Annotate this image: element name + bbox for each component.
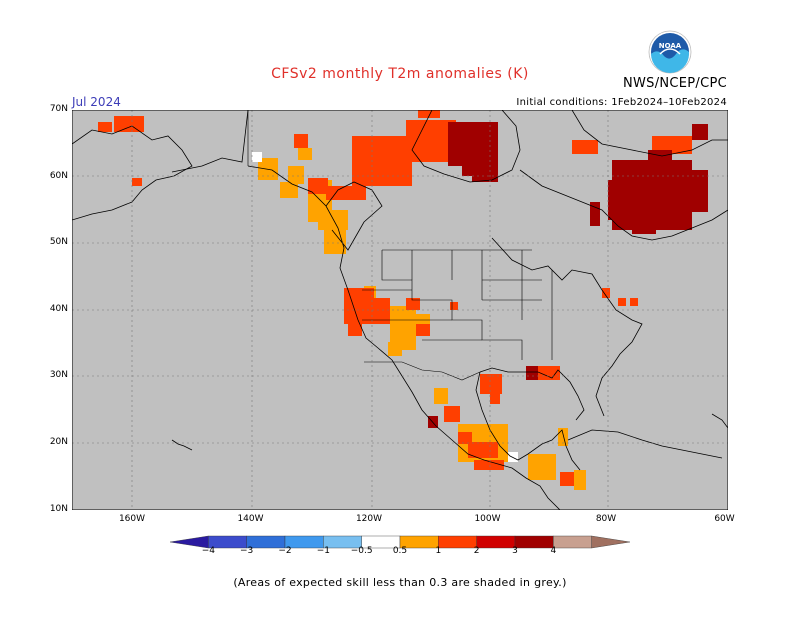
colorbar-label: −0.5 — [350, 546, 373, 556]
agency-label: NWS/NCEP/CPC — [622, 76, 728, 91]
colorbar-label: −3 — [240, 546, 254, 556]
colorbar-segment-11 — [591, 535, 630, 549]
lon-label-100w: 100W — [474, 514, 501, 524]
lat-label-20n: 20N — [49, 437, 68, 447]
color-scale-legend — [170, 535, 630, 549]
colorbar-label: 2 — [473, 546, 480, 556]
lat-label-50n: 50N — [49, 237, 68, 248]
graticule — [72, 110, 728, 510]
anomaly-neutral — [252, 152, 518, 462]
forecast-month: Jul 2024 — [72, 95, 121, 109]
lon-label-120w: 120W — [355, 514, 383, 524]
anomaly-2-to-3 — [428, 122, 708, 428]
chart-title: CFSv2 monthly T2m anomalies (K) — [271, 66, 529, 82]
anomaly-1-to-2 — [98, 110, 692, 486]
lat-label-10n: 10N — [49, 503, 68, 514]
lat-label-30n: 30N — [49, 370, 68, 381]
lon-label-60w: 60W — [714, 514, 735, 524]
lon-label-140w: 140W — [237, 514, 264, 524]
colorbar-label: 1 — [435, 546, 442, 556]
colorbar-label: 0.5 — [392, 546, 408, 556]
colorbar-label: −1 — [316, 546, 330, 556]
colorbar-label: 4 — [550, 546, 557, 556]
noaa-logo-text: NOAA — [659, 42, 682, 50]
colorbar-label: −4 — [201, 546, 215, 556]
lat-label-40n: 40N — [49, 303, 68, 314]
noaa-logo: NOAA — [648, 30, 692, 74]
colorbar-label: 3 — [512, 546, 518, 556]
lon-label-160w: 160W — [118, 514, 146, 524]
anomaly-map — [72, 110, 728, 510]
lon-label-80w: 80W — [595, 514, 617, 524]
lat-label-70n: 70N — [49, 104, 68, 114]
initial-conditions: Initial conditions: 1Feb2024–10Feb2024 — [516, 97, 727, 108]
skill-footnote: (Areas of expected skill less than 0.3 a… — [233, 576, 567, 589]
lat-label-60n: 60N — [49, 170, 68, 181]
coastlines — [72, 110, 728, 510]
colorbar-label: −2 — [278, 546, 292, 556]
